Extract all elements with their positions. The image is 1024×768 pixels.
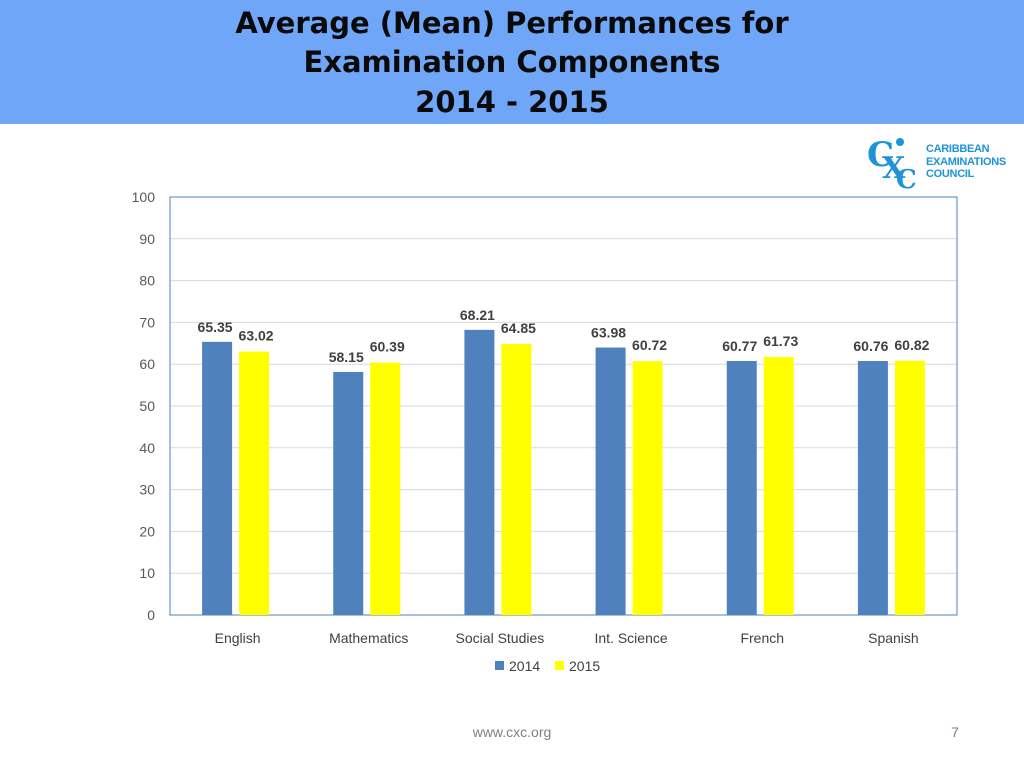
page-number: 7 xyxy=(951,724,959,740)
x-tick-label: Int. Science xyxy=(595,630,668,646)
y-tick-label: 0 xyxy=(147,607,155,623)
bar-2015 xyxy=(894,360,925,615)
footer-url: www.cxc.org xyxy=(472,724,552,740)
y-tick-label: 70 xyxy=(139,314,155,330)
bar-2014 xyxy=(202,341,233,615)
x-tick-label: Spanish xyxy=(868,630,919,646)
data-label-2015: 63.02 xyxy=(239,328,274,344)
bar-2014 xyxy=(726,360,757,615)
title-banner xyxy=(0,0,1024,124)
data-label-2014: 58.15 xyxy=(329,349,364,365)
plot-area-border xyxy=(169,196,958,616)
bar-2014 xyxy=(464,329,495,615)
data-label-2015: 60.39 xyxy=(370,339,405,355)
data-label-2014: 60.77 xyxy=(722,338,757,354)
slide-title-line-3: 2014 - 2015 xyxy=(415,85,609,119)
bar-2015 xyxy=(632,361,663,615)
logo-text-caribbean: CARIBBEAN xyxy=(926,143,990,155)
logo-text-examinations: EXAMINATIONS xyxy=(926,155,1006,168)
data-label-2014: 65.35 xyxy=(198,319,233,335)
svg-text:C: C xyxy=(896,165,917,192)
slide-title-line-2: Examination Components xyxy=(303,45,721,79)
data-label-2015: 64.85 xyxy=(501,320,536,336)
svg-text:X: X xyxy=(882,151,906,186)
legend-label-2014: 2014 xyxy=(509,658,540,674)
bar-2015 xyxy=(501,343,532,615)
x-tick-label: English xyxy=(215,630,261,646)
bar-2014 xyxy=(857,361,888,615)
bar-2015 xyxy=(370,362,401,615)
data-label-2014: 60.76 xyxy=(853,338,888,354)
y-tick-label: 80 xyxy=(139,273,155,289)
data-label-2015: 60.82 xyxy=(894,337,929,353)
x-tick-label: Mathematics xyxy=(329,630,408,646)
logo-text-council: COUNCIL xyxy=(926,168,975,180)
x-tick-label: French xyxy=(740,630,784,646)
data-label-2015: 61.73 xyxy=(763,333,798,349)
slide-title-line-1: Average (Mean) Performances for xyxy=(235,6,789,40)
cxc-logo-icon: C X C xyxy=(867,135,917,195)
legend-swatch-2015 xyxy=(555,661,564,670)
bar-2014 xyxy=(595,347,626,615)
y-tick-label: 50 xyxy=(139,398,155,414)
x-tick-label: Social Studies xyxy=(456,630,545,646)
bar-2015 xyxy=(763,356,794,615)
data-label-2014: 63.98 xyxy=(591,325,626,341)
cxc-logo: C X C CARIBBEAN EXAMINATIONS COUNCIL xyxy=(866,134,1006,195)
y-tick-label: 90 xyxy=(139,231,155,247)
y-tick-label: 20 xyxy=(139,523,155,539)
bar-2015 xyxy=(239,351,270,615)
y-tick-label: 40 xyxy=(139,440,155,456)
y-tick-label: 10 xyxy=(139,565,155,581)
y-tick-label: 100 xyxy=(132,189,156,205)
svg-text:C: C xyxy=(867,135,894,175)
legend-label-2015: 2015 xyxy=(569,658,600,674)
legend-swatch-2014 xyxy=(495,661,504,670)
data-label-2014: 68.21 xyxy=(460,307,495,323)
bar-2014 xyxy=(333,371,364,615)
y-tick-label: 60 xyxy=(139,356,155,372)
y-tick-label: 30 xyxy=(139,482,155,498)
data-label-2015: 60.72 xyxy=(632,337,667,353)
